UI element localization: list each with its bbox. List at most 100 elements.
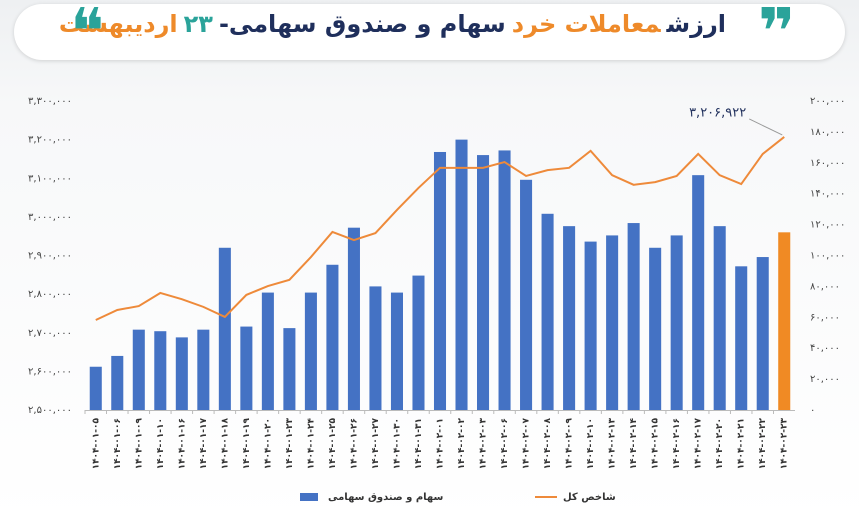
quote-mark: ❝ <box>70 0 104 70</box>
bar <box>283 328 296 410</box>
header <box>14 4 845 60</box>
bar <box>606 235 619 410</box>
legend-swatch <box>300 493 318 501</box>
x-tick-label: ۱۴۰۴-۰۲-۰۶ <box>500 418 510 469</box>
bar <box>692 175 705 410</box>
bar <box>412 275 425 410</box>
y2-tick-label: ۶۰,۰۰۰ <box>810 312 840 323</box>
x-tick-label: ۱۴۰۴-۰۲-۰۹ <box>565 417 575 469</box>
x-tick-label: ۱۴۰۴-۰۱-۰۶ <box>113 418 123 469</box>
bar <box>175 337 188 410</box>
bar <box>735 266 748 410</box>
x-tick-label: ۱۴۰۴-۰۲-۱۰ <box>586 418 596 469</box>
bar <box>111 355 124 410</box>
bar <box>520 179 533 410</box>
x-tick-label: ۱۴۰۴-۰۲-۲۰ <box>715 418 725 469</box>
bar <box>347 227 360 410</box>
y-tick-label: ۲,۵۰۰,۰۰۰ <box>28 405 72 416</box>
x-tick-label: ۱۴۰۴-۰۱-۱۰ <box>156 418 166 469</box>
y-tick-label: ۳,۲۰۰,۰۰۰ <box>28 135 72 146</box>
leader-line <box>749 118 783 136</box>
bar <box>627 223 640 410</box>
x-tick-label: ۱۴۰۴-۰۲-۱۶ <box>672 418 682 469</box>
y-tick-label: ۳,۰۰۰,۰۰۰ <box>28 212 72 223</box>
x-tick-label: ۱۴۰۴-۰۲-۱۴ <box>629 417 639 469</box>
x-tick-label: ۱۴۰۴-۰۲-۰۷ <box>522 417 532 469</box>
x-tick-label: ۱۴۰۴-۰۱-۱۷ <box>199 417 209 469</box>
y2-tick-label: ۱۲۰,۰۰۰ <box>810 220 845 231</box>
x-tick-label: ۱۴۰۴-۰۲-۰۸ <box>543 417 553 469</box>
data-label: ۳,۲۰۶,۹۲۲ <box>689 105 746 120</box>
x-tick-label: ۱۴۰۴-۰۲-۱۳ <box>608 417 618 469</box>
bar <box>477 155 490 410</box>
x-tick-label: ۱۴۰۴-۰۱-۱۸ <box>220 417 230 469</box>
bar <box>154 331 167 410</box>
title-part: اردیبهشت <box>58 10 178 38</box>
x-tick-label: ۱۴۰۴-۰۱-۲۵ <box>328 417 338 469</box>
title-part: معاملات خرد <box>511 10 661 38</box>
y2-tick-label: ۱۴۰,۰۰۰ <box>810 189 845 200</box>
x-tick-label: ۱۴۰۴-۰۲-۲۱ <box>737 418 747 469</box>
bar <box>89 366 102 410</box>
x-tick-label: ۱۴۰۴-۰۱-۲۰ <box>263 418 273 469</box>
bar <box>756 257 769 410</box>
x-tick-label: ۱۴۰۴-۰۱-۱۹ <box>242 417 252 469</box>
bar <box>541 213 554 410</box>
title-part: سهام و صندوق سهامی- <box>218 10 506 38</box>
x-tick-label: ۱۴۰۴-۰۲-۲۲ <box>758 417 768 469</box>
bar <box>369 286 382 410</box>
bar <box>455 139 468 410</box>
x-tick-label: ۱۴۰۴-۰۱-۲۷ <box>371 417 381 469</box>
y2-tick-label: ۲۰,۰۰۰ <box>810 374 840 385</box>
bar <box>778 232 791 410</box>
x-tick-label: ۱۴۰۴-۰۱-۰۵ <box>91 417 101 469</box>
bar <box>197 329 210 410</box>
x-tick-label: ۱۴۰۴-۰۱-۰۹ <box>134 417 144 469</box>
y2-tick-label: ۲۰۰,۰۰۰ <box>810 96 845 107</box>
y-tick-label: ۲,۷۰۰,۰۰۰ <box>28 328 72 339</box>
x-tick-label: ۱۴۰۴-۰۱-۲۶ <box>349 418 359 469</box>
bar <box>498 150 511 410</box>
y-tick-label: ۲,۹۰۰,۰۰۰ <box>28 251 72 262</box>
x-tick-label: ۱۴۰۴-۰۲-۰۳ <box>479 417 489 469</box>
x-tick-label: ۱۴۰۴-۰۱-۲۴ <box>306 417 316 469</box>
title-part: ۲۳ <box>183 10 213 38</box>
title-part: ارزش <box>666 10 726 38</box>
x-tick-label: ۱۴۰۴-۰۲-۲۳ <box>780 417 790 469</box>
y-tick-label: ۳,۳۰۰,۰۰۰ <box>28 96 72 107</box>
bar <box>584 241 597 410</box>
bar <box>433 151 447 411</box>
x-tick-label: ۱۴۰۴-۰۱-۳۱ <box>414 418 424 469</box>
y2-tick-label: ۸۰,۰۰۰ <box>810 281 840 292</box>
bar <box>261 292 274 410</box>
bar <box>240 326 253 410</box>
y-tick-label: ۳,۱۰۰,۰۰۰ <box>28 173 72 184</box>
chart-title: ارزشمعاملات خردسهام و صندوق سهامی-۲۳اردی… <box>59 10 729 38</box>
x-tick-label: ۱۴۰۴-۰۲-۱۷ <box>694 417 704 469</box>
y2-tick-label: ۴۰,۰۰۰ <box>810 343 840 354</box>
y2-tick-label: ۱۰۰,۰۰۰ <box>810 251 845 262</box>
x-tick-label: ۱۴۰۴-۰۱-۲۳ <box>285 417 295 469</box>
quote-mark: ❞ <box>758 0 796 70</box>
legend-label: سهام و صندوق سهامی <box>328 492 444 503</box>
y-tick-label: ۲,۶۰۰,۰۰۰ <box>28 366 72 377</box>
y-tick-label: ۲,۸۰۰,۰۰۰ <box>28 289 72 300</box>
bar <box>563 226 576 410</box>
y2-tick-label: ۱۸۰,۰۰۰ <box>810 127 845 138</box>
bar <box>218 247 231 410</box>
bar <box>649 247 662 410</box>
x-tick-label: ۱۴۰۴-۰۲-۱۵ <box>651 417 661 469</box>
legend-label: شاخص کل <box>563 492 616 503</box>
line <box>95 136 785 321</box>
y2-tick-label: ۰ <box>810 405 815 416</box>
bar <box>304 292 317 410</box>
x-tick-label: ۱۴۰۴-۰۱-۳۰ <box>392 418 402 469</box>
bar <box>713 226 726 410</box>
bar <box>390 292 403 410</box>
bar <box>326 264 339 410</box>
x-tick-label: ۱۴۰۴-۰۲-۰۲ <box>457 417 467 469</box>
bar <box>132 329 145 410</box>
x-tick-label: ۱۴۰۴-۰۱-۱۶ <box>177 418 187 469</box>
